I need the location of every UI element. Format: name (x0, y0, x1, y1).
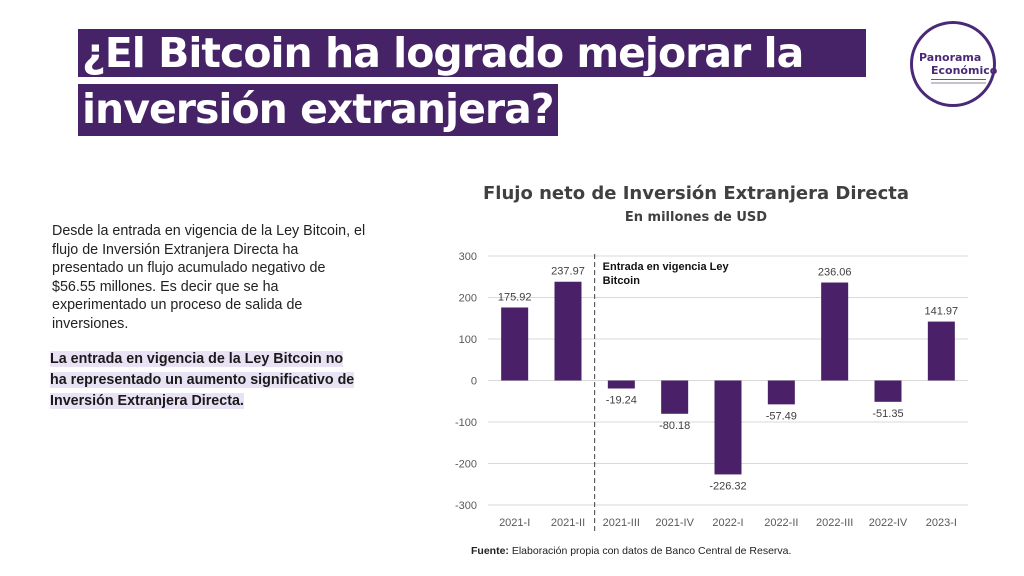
page-title-line2: inversión extranjera? (82, 85, 555, 133)
x-axis-ticks: 2021-I 2021-II 2021-III 2021-IV 2022-I 2022-I… (499, 517, 957, 529)
y-tick-label: 200 (459, 293, 477, 305)
data-label: -57.49 (766, 410, 797, 422)
bar (767, 380, 795, 405)
data-label: -226.32 (709, 480, 746, 492)
bar (821, 282, 849, 381)
panorama-economico-logo: Panorama Económico (910, 21, 998, 107)
x-tick-label: 2022-II (764, 517, 798, 529)
data-label: 237.97 (551, 266, 585, 278)
data-label: -51.35 (872, 408, 903, 420)
data-label: 175.92 (498, 291, 532, 303)
data-label: 236.06 (818, 267, 852, 279)
x-tick-label: 2021-IV (655, 517, 694, 529)
chart-data-labels: 175.92 237.97 -19.24 -80.18 -226.32 -57.49 236… (498, 266, 958, 493)
x-tick-label: 2023-I (926, 517, 957, 529)
logo-text-line1: Panorama (919, 51, 982, 64)
bar (501, 307, 529, 381)
bar (874, 380, 902, 402)
x-tick-label: 2022-IV (869, 517, 908, 529)
bar (607, 380, 635, 389)
x-tick-label: 2022-III (816, 517, 853, 529)
bar (554, 281, 582, 381)
title-band-line1: ¿El Bitcoin ha logrado mejorar la (78, 29, 866, 77)
source-label: Fuente: (471, 545, 509, 557)
x-tick-label: 2021-I (499, 517, 530, 529)
bar (927, 321, 955, 381)
y-tick-label: 0 (471, 376, 477, 388)
data-label: 141.97 (925, 306, 959, 318)
source-footer: Fuente: Elaboración propia con datos de … (471, 545, 791, 557)
x-tick-label: 2021-III (603, 517, 640, 529)
chart-bars (501, 281, 955, 475)
chart-subtitle: En millones de USD (624, 210, 768, 225)
source-text: Elaboración propia con datos de Banco Ce… (508, 545, 792, 557)
bar (661, 380, 689, 414)
bar (714, 380, 742, 475)
data-label: -80.18 (659, 420, 690, 432)
y-tick-label: 300 (459, 251, 477, 263)
logo-text-line2: Económico (931, 64, 998, 77)
y-tick-label: -200 (455, 459, 477, 471)
chart-title: Flujo neto de Inversión Extranjera Direc… (483, 183, 909, 204)
x-tick-label: 2021-II (551, 517, 585, 529)
y-tick-label: 100 (459, 334, 477, 346)
x-tick-label: 2022-I (712, 517, 743, 529)
title-band-line2: inversión extranjera? (78, 84, 558, 136)
data-label: -19.24 (606, 394, 637, 406)
page-title-line1: ¿El Bitcoin ha logrado mejorar la (82, 29, 804, 77)
annotation-text-line2: Bitcoin (603, 275, 641, 287)
y-tick-label: -100 (455, 417, 477, 429)
logo-divider (931, 79, 986, 80)
body-paragraph: Desde la entrada en vigencia de la Ley B… (52, 223, 366, 332)
y-tick-label: -300 (455, 500, 477, 512)
highlight-conclusion: La entrada en vigencia de la Ley Bitcoin… (50, 349, 355, 412)
chart-annotation: Entrada en vigencia Ley Bitcoin (594, 254, 730, 532)
logo-tagline (931, 82, 986, 84)
y-axis-ticks: 300 200 100 0 -100 -200 -300 (455, 251, 477, 512)
annotation-text-line1: Entrada en vigencia Ley (603, 261, 730, 273)
